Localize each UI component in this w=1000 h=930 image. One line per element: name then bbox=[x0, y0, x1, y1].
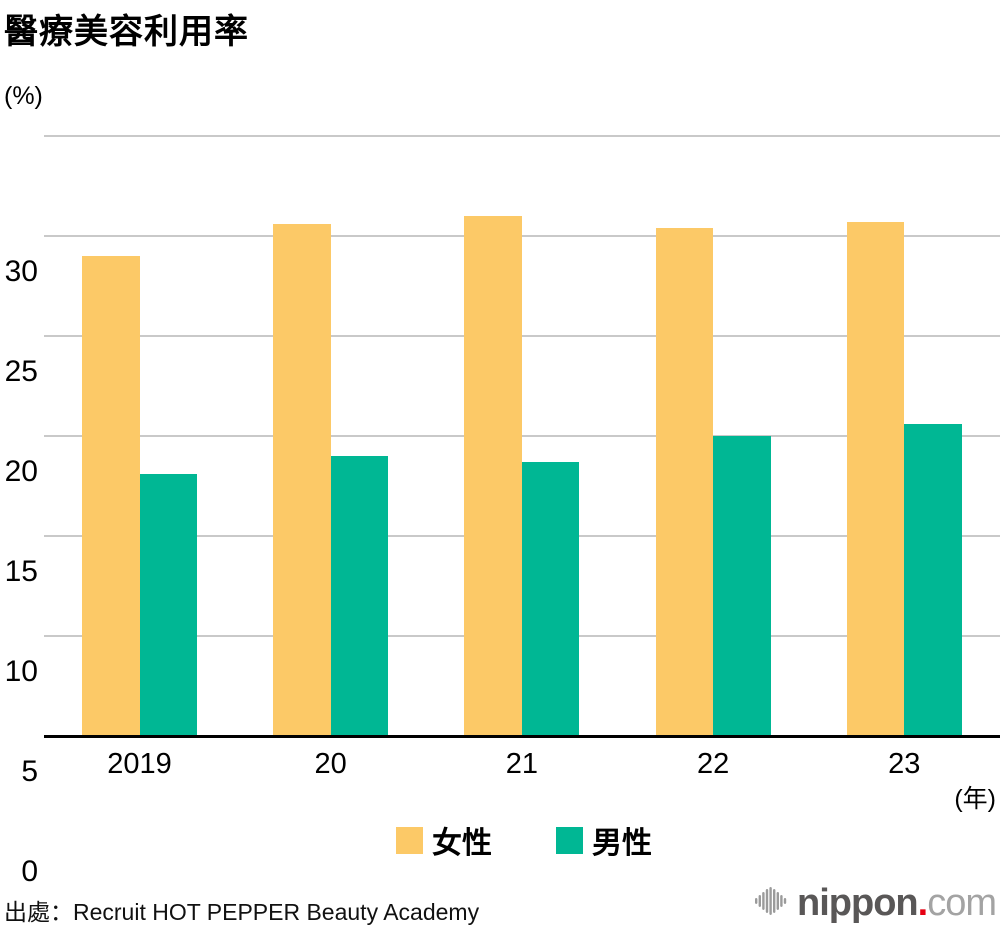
y-tick-label: 20 bbox=[4, 455, 38, 488]
gridline bbox=[44, 235, 1000, 237]
y-tick-label: 10 bbox=[4, 655, 38, 688]
y-tick-label: 25 bbox=[4, 355, 38, 388]
female-series-swatch bbox=[396, 826, 423, 854]
bar-男性-21 bbox=[521, 462, 580, 736]
bar-女性-21 bbox=[464, 216, 522, 736]
bar-男性-23 bbox=[904, 424, 962, 736]
x-tick-label: 21 bbox=[505, 748, 539, 780]
legend-item-female: 女性 bbox=[396, 818, 492, 862]
soundwave-icon bbox=[754, 884, 788, 923]
bar-chart: 0 5 10 15 20 25 30 bbox=[0, 135, 1000, 888]
x-tick-label: 23 bbox=[888, 748, 921, 780]
y-tick-label: 0 bbox=[21, 855, 38, 888]
x-tick-label: 2019 bbox=[107, 748, 172, 780]
chart-title: 醫療美容利用率 bbox=[4, 13, 249, 51]
bar-女性-23 bbox=[846, 222, 905, 736]
bar-女性-2019 bbox=[82, 256, 140, 736]
y-axis-unit-label: (%) bbox=[4, 82, 43, 110]
y-tick-label: 5 bbox=[21, 755, 38, 788]
male-series-label: 男性 bbox=[592, 827, 652, 860]
bar-女性-20 bbox=[273, 224, 331, 736]
gridline bbox=[44, 435, 1000, 437]
plot-area bbox=[44, 135, 1000, 738]
female-series-label: 女性 bbox=[432, 827, 492, 860]
logo-tld-text: com bbox=[927, 882, 997, 924]
y-tick-label: 15 bbox=[4, 555, 38, 588]
x-axis-unit-label: (年) bbox=[954, 785, 996, 813]
y-tick-label: 30 bbox=[4, 255, 38, 288]
bar-女性-22 bbox=[655, 228, 714, 736]
logo-dot: . bbox=[917, 882, 929, 924]
x-axis-line bbox=[44, 734, 1000, 738]
bar-男性-2019 bbox=[139, 474, 197, 736]
bar-男性-20 bbox=[330, 456, 389, 736]
source-credit: 出處：Recruit HOT PEPPER Beauty Academy bbox=[4, 899, 480, 925]
gridline bbox=[44, 135, 1000, 137]
logo-brand-text: nippon bbox=[797, 882, 919, 924]
legend-item-male: 男性 bbox=[556, 818, 652, 862]
male-series-swatch bbox=[556, 826, 583, 854]
bar-男性-22 bbox=[713, 436, 771, 736]
legend: 女性 男性 bbox=[0, 818, 1000, 862]
x-tick-label: 22 bbox=[696, 748, 730, 780]
x-tick-label: 20 bbox=[314, 748, 347, 780]
logo-wordmark: nippon.com bbox=[797, 881, 997, 925]
nippon-com-logo: nippon.com bbox=[754, 881, 997, 925]
gridline bbox=[44, 335, 1000, 337]
